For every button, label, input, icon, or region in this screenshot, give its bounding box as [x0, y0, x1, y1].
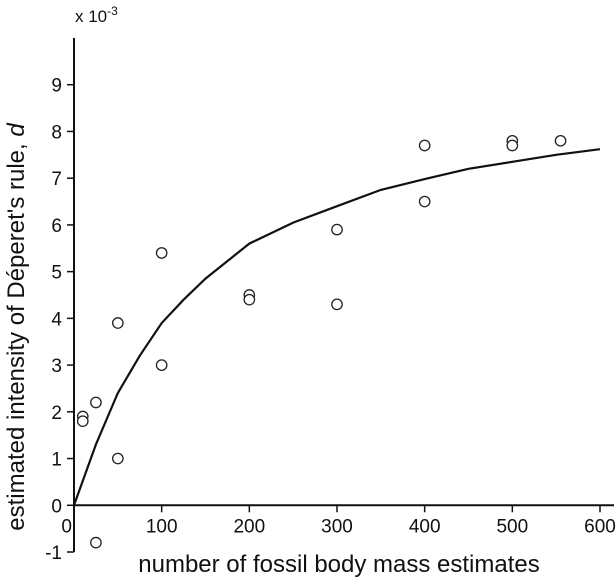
x-axis-label: number of fossil body mass estimates: [138, 551, 540, 578]
data-point: [155, 359, 168, 371]
data-point: [90, 396, 102, 409]
y-axis-multiplier-exponent: -3: [107, 4, 118, 18]
data-point: [111, 452, 124, 465]
x-tick-label: 400: [409, 516, 441, 537]
ticks-layer: -1 0 1 2 3 4 5 6 7 8 9 0 100 200 300 400 500 600: [45, 76, 616, 564]
y-tick-label: 8: [51, 122, 62, 143]
data-point: [90, 536, 102, 549]
data-point: [111, 317, 124, 329]
data-point: [506, 139, 519, 152]
axes-layer: [73, 38, 614, 552]
y-tick-label: 7: [51, 169, 62, 190]
x-tick-label: 200: [233, 516, 265, 537]
y-tick-label: 0: [51, 496, 62, 517]
data-point: [331, 298, 343, 311]
data-point: [418, 139, 431, 152]
x-tick-label: 100: [146, 516, 178, 537]
points-layer: [76, 134, 567, 549]
fit-curve: [72, 148, 601, 506]
x-tick-label: 0: [61, 516, 72, 537]
data-point: [243, 293, 256, 306]
y-tick-label: 5: [51, 263, 62, 284]
data-point: [554, 134, 567, 147]
y-axis-label-symbol: d: [3, 123, 30, 137]
y-tick-label: 6: [51, 216, 62, 237]
y-tick-label: 1: [51, 450, 62, 471]
x-tick-label: 300: [321, 516, 353, 537]
y-tick-label: 3: [51, 356, 62, 377]
y-tick-label: -1: [45, 543, 62, 564]
data-point: [76, 415, 89, 428]
y-axis-multiplier: x 10-3: [75, 4, 118, 26]
y-tick-label: 2: [51, 403, 62, 424]
data-point: [418, 195, 431, 208]
data-point: [155, 247, 168, 259]
x-tick-label: 600: [584, 516, 616, 537]
y-axis-multiplier-base: x 10: [75, 7, 107, 26]
fit-curve-layer: [72, 148, 601, 506]
y-tick-label: 4: [51, 309, 62, 330]
x-tick-label: 500: [496, 516, 528, 537]
data-point: [331, 223, 343, 236]
y-axis-label: estimated intensity of Déperet's rule, d: [3, 123, 30, 531]
y-axis-label-text: estimated intensity of Déperet's rule,: [3, 137, 30, 531]
y-tick-label: 9: [51, 76, 62, 97]
